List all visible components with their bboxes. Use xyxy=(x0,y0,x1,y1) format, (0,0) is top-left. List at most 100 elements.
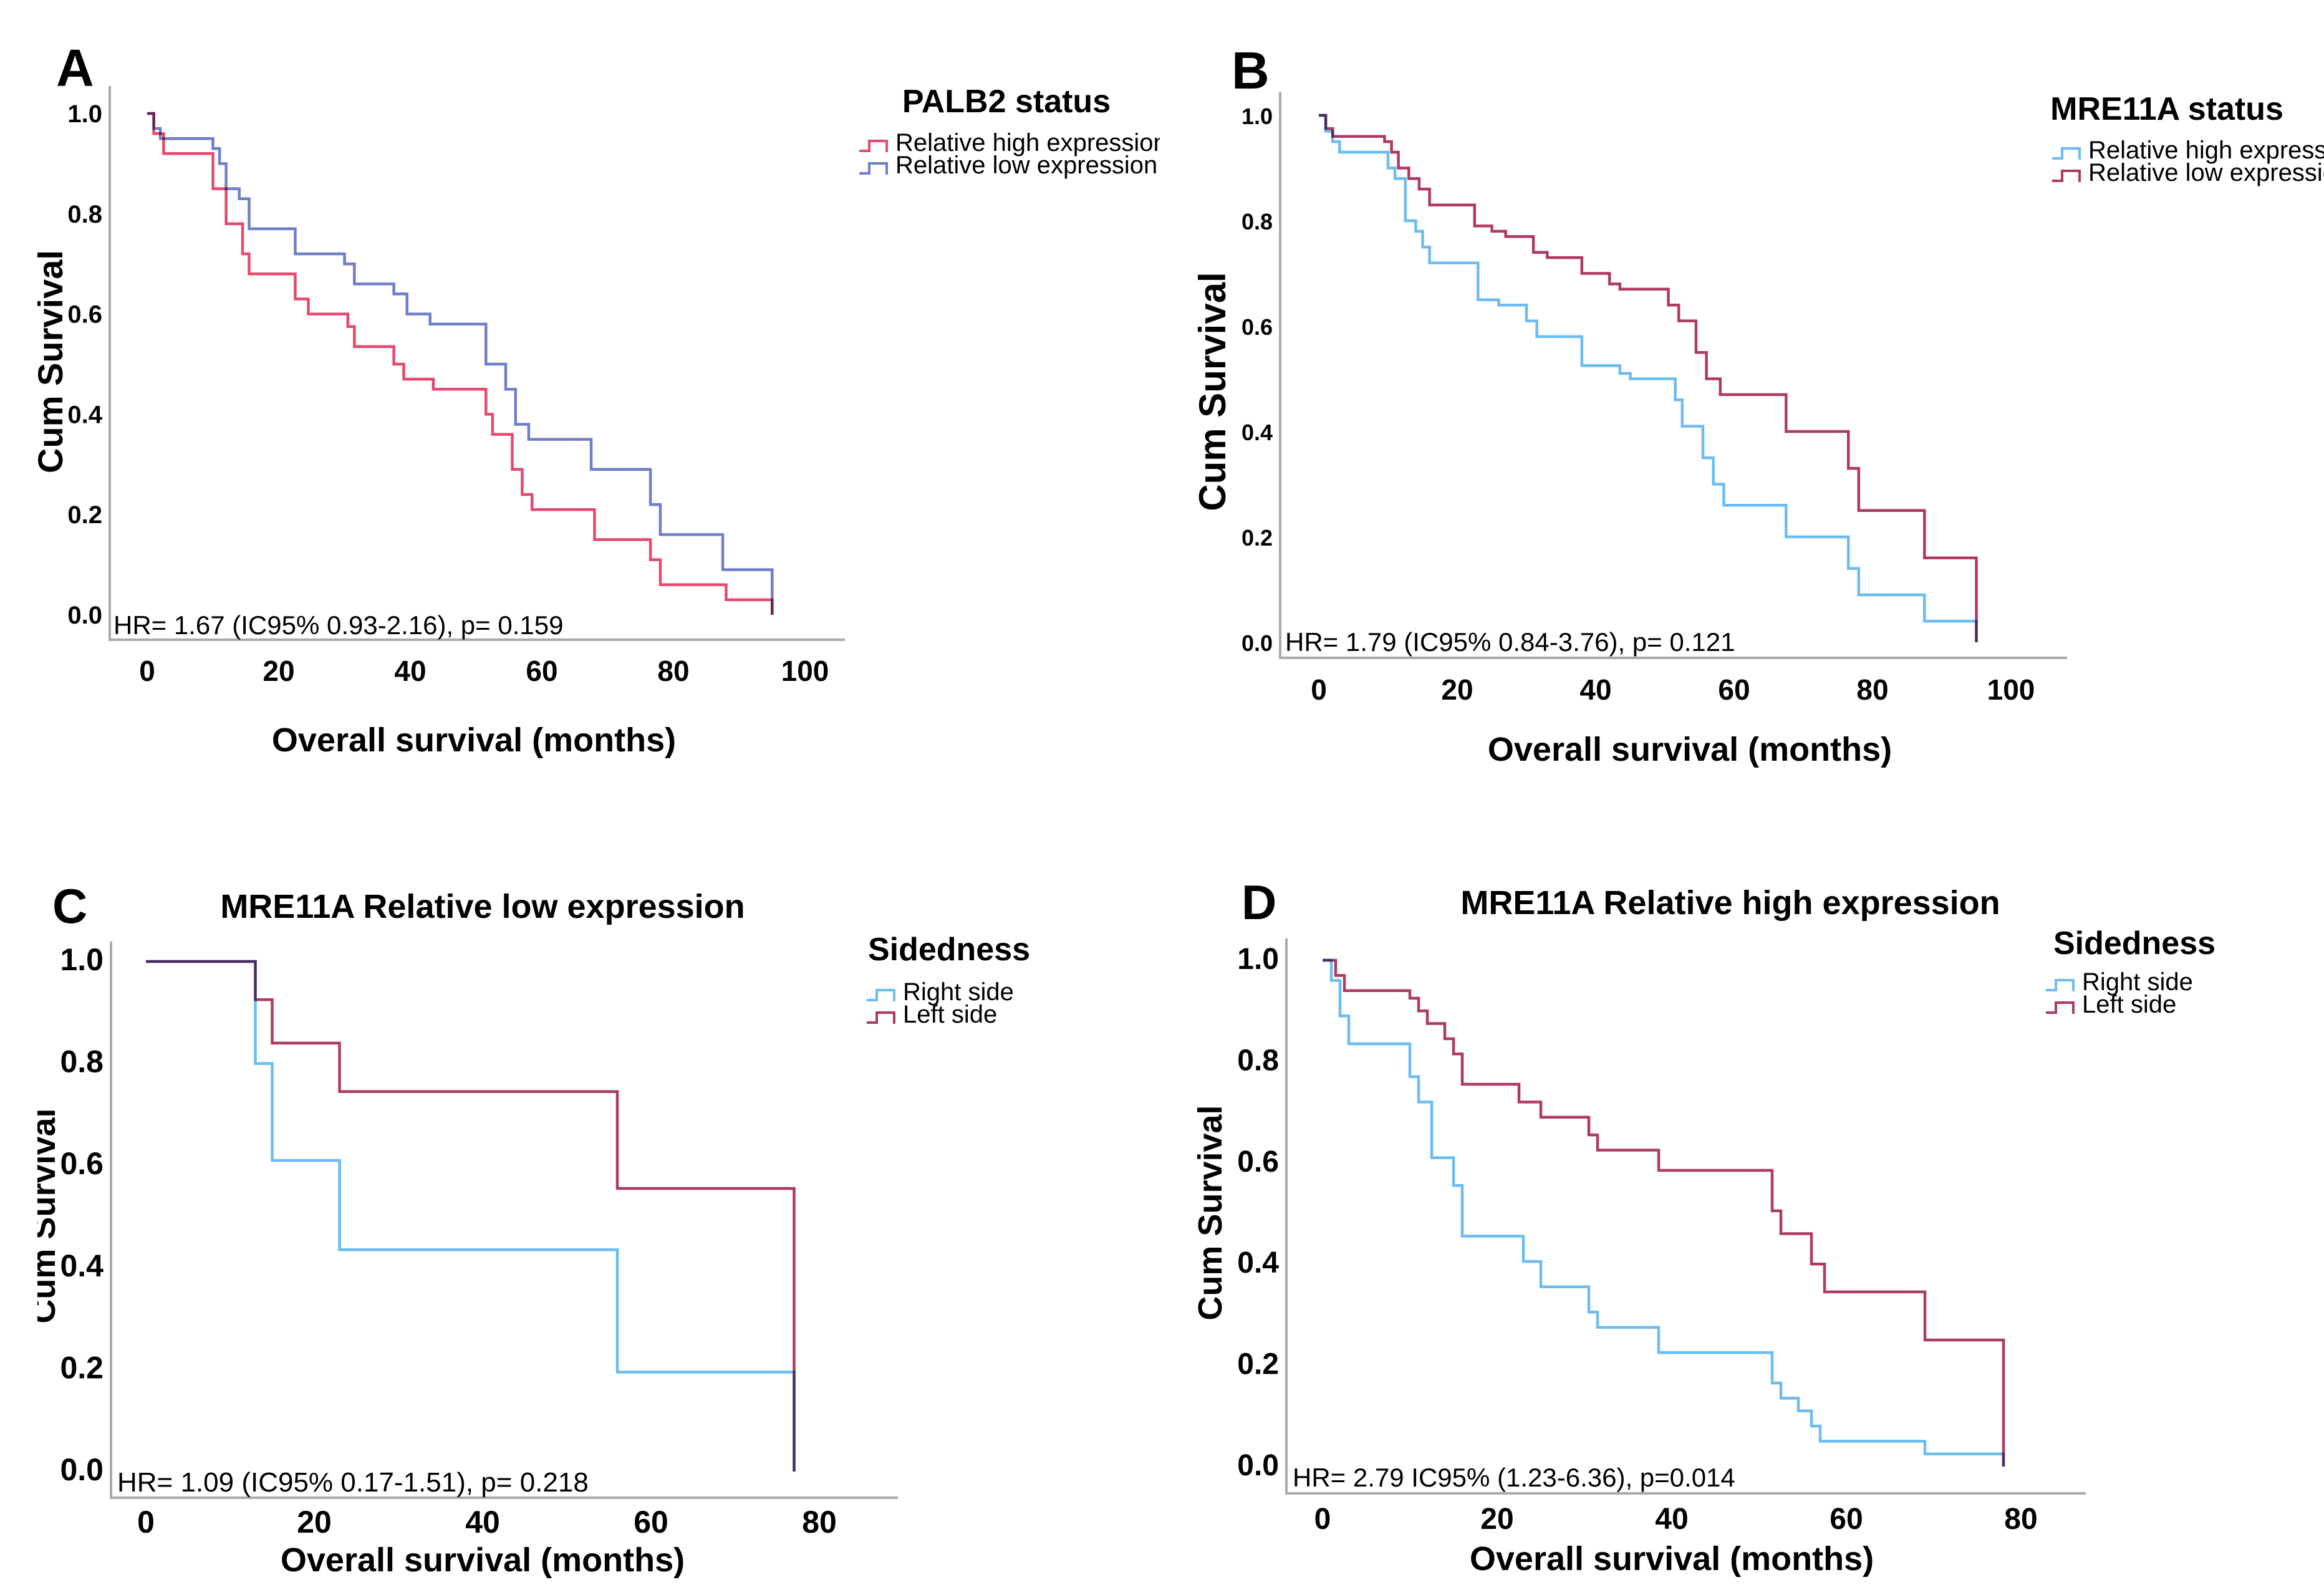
km-curve xyxy=(147,112,774,615)
x-tick-label: 60 xyxy=(526,655,557,687)
x-tick-label: 20 xyxy=(263,655,294,687)
legend: Sidedness Right side Left side xyxy=(867,932,1030,1028)
legend-swatch-step-icon xyxy=(2052,147,2081,160)
legend-swatch-step-icon xyxy=(859,162,888,175)
chart-title: MRE11A Relative low expression xyxy=(220,888,745,925)
km-curve xyxy=(1323,958,2005,1467)
x-tick-label: 20 xyxy=(1441,673,1473,706)
y-tick-label: 0.2 xyxy=(1242,525,1273,551)
legend-title: MRE11A status xyxy=(2050,91,2283,127)
y-tick-label: 0.4 xyxy=(67,401,102,428)
y-tick-label: 0.0 xyxy=(1242,630,1273,656)
legend-item-label: Left side xyxy=(2082,991,2176,1018)
x-tick-label: 60 xyxy=(1830,1503,1863,1536)
x-tick-labels: 0 20 40 60 80 xyxy=(137,1505,837,1540)
km-chart-mre11a-low-sidedness: C MRE11A Relative low expression 1.0 0.8 0… xyxy=(37,879,1030,1579)
x-axis-title: Overall survival (months) xyxy=(272,721,676,759)
panel-b: B 1.0 0.8 0.6 0.4 0.2 0.0 0 20 40 60 80 100 HR= 1.… xyxy=(1182,12,2324,798)
panel-letter: B xyxy=(1232,41,1270,100)
x-tick-label: 0 xyxy=(139,655,155,687)
y-tick-label: 1.0 xyxy=(60,942,104,977)
y-tick-label: 0.4 xyxy=(1242,420,1273,445)
x-tick-label: 40 xyxy=(1579,673,1611,706)
y-tick-label: 0.4 xyxy=(60,1248,104,1283)
x-tick-label: 80 xyxy=(1856,673,1888,706)
legend-swatch-step-icon xyxy=(2046,979,2075,991)
legend-item-label: Right side xyxy=(2082,968,2193,996)
legend: MRE11A status Relative high expression R… xyxy=(2050,91,2324,186)
y-tick-label: 0.6 xyxy=(60,1146,104,1181)
legend-item-label: Left side xyxy=(903,1001,997,1028)
legend-swatch-step-icon xyxy=(867,1011,895,1024)
x-axis-title: Overall survival (months) xyxy=(281,1541,685,1579)
legend-title: Sidedness xyxy=(868,932,1030,968)
y-tick-label: 1.0 xyxy=(1237,943,1279,976)
y-tick-label: 0.8 xyxy=(60,1044,104,1079)
y-tick-label: 0.0 xyxy=(60,1452,104,1487)
km-curves xyxy=(147,112,774,615)
x-tick-label: 100 xyxy=(1987,673,2035,706)
km-curve xyxy=(146,960,796,1472)
x-tick-labels: 0 20 40 60 80 100 xyxy=(139,655,829,687)
hr-annotation: HR= 1.67 (IC95% 0.93-2.16), p= 0.159 xyxy=(113,610,563,640)
legend-item-label: Relative high expression xyxy=(895,129,1160,157)
panel-letter: C xyxy=(52,879,87,933)
y-tick-label: 0.4 xyxy=(1237,1246,1279,1279)
hr-annotation: HR= 1.79 (IC95% 0.84-3.76), p= 0.121 xyxy=(1285,627,1735,657)
panel-c: C MRE11A Relative low expression 1.0 0.8 0… xyxy=(37,867,1135,1595)
y-axis-title: Cum Survival xyxy=(37,1108,62,1323)
y-tick-label: 0.2 xyxy=(67,501,102,529)
y-tick-label: 0.8 xyxy=(67,201,102,228)
km-curves xyxy=(146,960,796,1472)
legend-item-label: Relative low expression xyxy=(895,152,1157,179)
y-tick-labels: 1.0 0.8 0.6 0.4 0.2 0.0 xyxy=(1242,104,1273,656)
y-tick-label: 0.6 xyxy=(1242,314,1273,340)
x-tick-label: 40 xyxy=(1655,1503,1688,1536)
y-tick-label: 0.8 xyxy=(1237,1044,1279,1077)
km-chart-mre11a: B 1.0 0.8 0.6 0.4 0.2 0.0 0 20 40 60 80 100 HR= 1.… xyxy=(1192,41,2324,768)
km-curve xyxy=(1319,113,1978,642)
y-tick-labels: 1.0 0.8 0.6 0.4 0.2 0.0 xyxy=(1237,943,1279,1482)
legend-swatch-step-icon xyxy=(2046,1001,2075,1014)
legend-title: Sidedness xyxy=(2053,925,2216,961)
y-axis-title: Cum Survival xyxy=(1192,1105,1229,1320)
y-tick-label: 0.6 xyxy=(67,301,102,329)
y-tick-label: 0.6 xyxy=(1237,1145,1279,1178)
hr-annotation: HR= 1.09 (IC95% 0.17-1.51), p= 0.218 xyxy=(117,1467,589,1498)
y-tick-label: 0.0 xyxy=(1237,1449,1279,1482)
hr-annotation: HR= 2.79 IC95% (1.23-6.36), p=0.014 xyxy=(1293,1463,1735,1492)
x-tick-label: 40 xyxy=(394,655,426,687)
legend: PALB2 status Relative high expression Re… xyxy=(859,84,1160,179)
x-tick-label: 0 xyxy=(1314,1503,1331,1536)
km-curve xyxy=(1323,958,2005,1467)
x-tick-label: 20 xyxy=(1480,1503,1513,1536)
x-tick-label: 80 xyxy=(802,1505,837,1540)
km-curve xyxy=(1319,113,1978,642)
legend-title: PALB2 status xyxy=(902,84,1111,120)
km-curves xyxy=(1319,113,1978,642)
x-tick-label: 60 xyxy=(634,1505,668,1540)
y-tick-label: 0.2 xyxy=(1237,1348,1279,1381)
x-tick-label: 0 xyxy=(137,1505,155,1540)
panel-letter: A xyxy=(56,39,94,97)
legend-item-label: Relative high expression xyxy=(2088,137,2324,164)
y-axis-title: Cum Survival xyxy=(37,250,70,473)
x-axis-title: Overall survival (months) xyxy=(1488,731,1892,768)
x-tick-label: 20 xyxy=(297,1505,332,1540)
x-tick-labels: 0 20 40 60 80 100 xyxy=(1311,673,2035,706)
panel-letter: D xyxy=(1242,875,1276,930)
km-curve xyxy=(147,112,774,615)
legend-swatch-step-icon xyxy=(859,140,888,152)
x-tick-label: 0 xyxy=(1311,673,1327,706)
legend: Sidedness Right side Left side xyxy=(2046,925,2216,1018)
x-axis-title: Overall survival (months) xyxy=(1470,1540,1874,1578)
x-tick-label: 80 xyxy=(657,655,689,687)
y-tick-label: 0.0 xyxy=(67,602,102,629)
y-tick-label: 0.2 xyxy=(60,1350,104,1385)
y-axis-title: Cum Survival xyxy=(1192,272,1233,511)
x-tick-label: 40 xyxy=(465,1505,500,1540)
km-chart-palb2: A 1.0 0.8 0.6 0.4 0.2 0.0 0 20 40 60 80 100 HR= 1.… xyxy=(37,39,1160,759)
y-tick-labels: 1.0 0.8 0.6 0.4 0.2 0.0 xyxy=(67,100,102,629)
y-tick-label: 1.0 xyxy=(67,100,102,128)
x-tick-labels: 0 20 40 60 80 xyxy=(1314,1503,2038,1536)
